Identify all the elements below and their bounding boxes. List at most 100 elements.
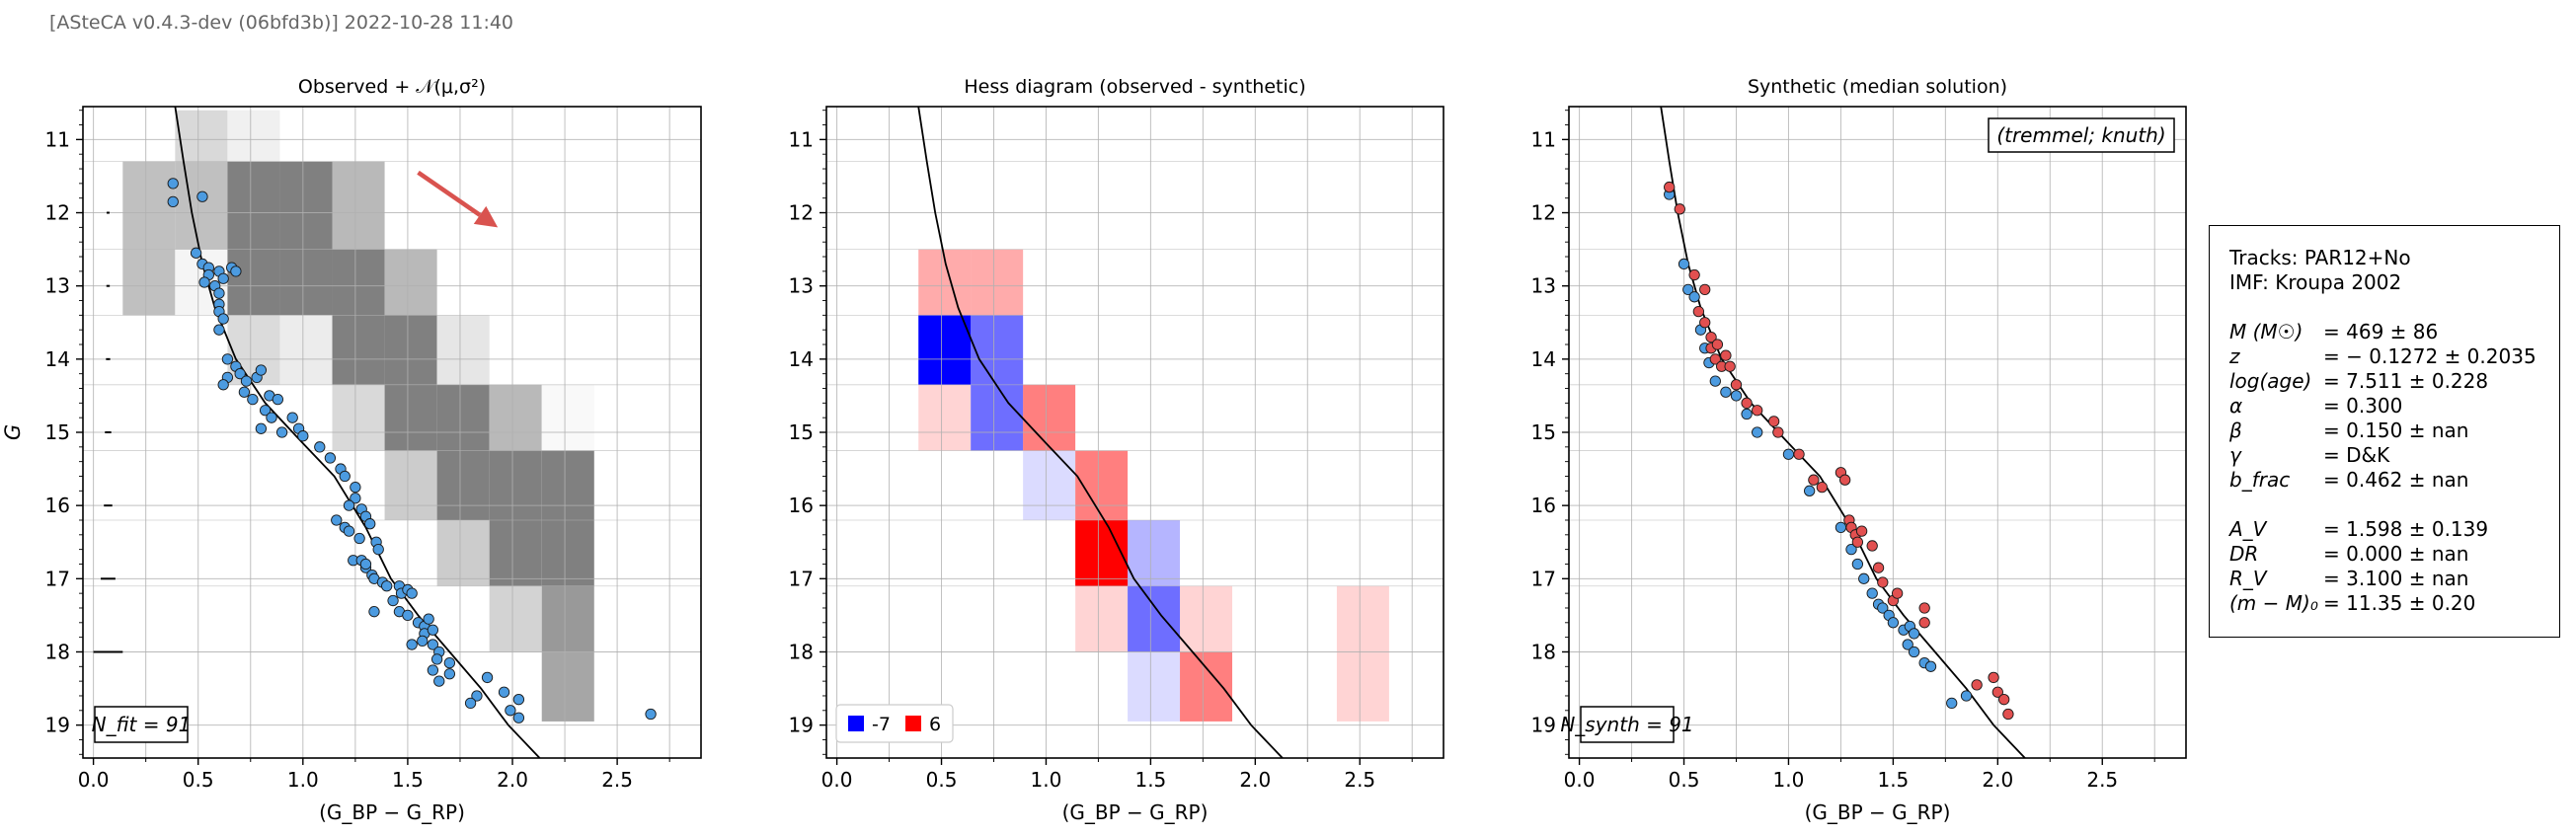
x-tick-label: 0.5 xyxy=(1669,768,1700,792)
hess-cell xyxy=(918,315,972,385)
data-point xyxy=(324,452,337,464)
data-point xyxy=(406,587,418,599)
data-point xyxy=(1741,397,1753,409)
panel-title: Synthetic (median solution) xyxy=(1748,76,2007,98)
data-point xyxy=(240,375,253,387)
hess-cell xyxy=(1336,651,1389,722)
parameter-label: z xyxy=(2229,344,2240,368)
data-point xyxy=(255,422,268,434)
data-point xyxy=(1946,697,1958,710)
data-point xyxy=(331,514,343,526)
density-cell xyxy=(541,384,594,451)
y-tick-label: 13 xyxy=(45,274,70,298)
parameter-label: α xyxy=(2229,394,2243,418)
y-tick-label: 11 xyxy=(789,127,814,151)
extinction-value: = 11.35 ± 0.20 xyxy=(2323,591,2476,615)
data-point xyxy=(213,324,225,336)
data-point xyxy=(1851,558,1864,571)
hess-cell xyxy=(1023,384,1076,451)
legend-label: 6 xyxy=(929,714,941,735)
parameter-row: α = 0.300 xyxy=(2229,394,2559,418)
extinction-value: = 3.100 ± nan xyxy=(2323,567,2469,590)
extinction-label: (m − M)₀ xyxy=(2229,591,2318,615)
data-point xyxy=(645,708,657,721)
data-point xyxy=(1988,671,1999,684)
data-point xyxy=(1664,181,1676,193)
extinction-row: DR = 0.000 ± nan xyxy=(2229,542,2559,567)
parameter-row: log(age) = 7.511 ± 0.228 xyxy=(2229,369,2559,394)
data-point xyxy=(1699,317,1711,329)
density-cell xyxy=(436,450,490,520)
parameter-value: = − 0.1272 ± 0.2035 xyxy=(2323,344,2537,368)
data-point xyxy=(381,580,393,592)
hess-cell xyxy=(918,384,972,451)
panel-title: Hess diagram (observed - synthetic) xyxy=(964,76,1305,98)
density-cell xyxy=(384,450,437,520)
density-cell xyxy=(279,249,333,316)
x-tick-label: 2.5 xyxy=(601,768,633,792)
density-cell xyxy=(541,519,594,586)
data-point xyxy=(266,412,277,423)
hess-cell xyxy=(1023,450,1076,520)
panel-1: 0.0 0.5 1.0 1.5 2.0 2.5 11 12 13 14 15 16 17 18 19 Obse… xyxy=(1,76,702,824)
density-cell xyxy=(436,519,490,586)
extinction-value: = 1.598 ± 0.139 xyxy=(2323,517,2489,541)
hess-cell xyxy=(971,384,1024,451)
density-cell xyxy=(227,110,280,162)
data-point xyxy=(234,368,246,380)
data-point xyxy=(1851,536,1864,548)
density-cell xyxy=(489,585,542,652)
data-point xyxy=(238,386,251,398)
y-tick-label: 15 xyxy=(1531,420,1556,444)
data-point xyxy=(464,697,477,710)
parameter-label: log(age) xyxy=(2229,369,2312,393)
density-cell xyxy=(122,249,176,316)
data-point xyxy=(505,705,516,717)
y-tick-label: 12 xyxy=(1531,201,1556,225)
density-cell xyxy=(541,450,594,520)
y-tick-label: 14 xyxy=(1531,347,1556,371)
data-point xyxy=(1866,587,1878,599)
data-point xyxy=(1877,602,1889,614)
data-point xyxy=(1688,291,1700,303)
x-tick-label: 2.0 xyxy=(1239,768,1271,792)
data-point xyxy=(1674,203,1685,215)
density-cell xyxy=(384,384,437,451)
density-cell xyxy=(436,384,490,451)
data-point xyxy=(1918,602,1930,614)
x-tick-label: 0.0 xyxy=(78,768,110,792)
y-tick-label: 19 xyxy=(1531,714,1556,737)
data-point xyxy=(272,393,283,406)
density-cell xyxy=(332,249,385,316)
y-tick-label: 12 xyxy=(45,201,70,225)
isochrone-line xyxy=(174,107,541,758)
isochrone-line xyxy=(917,107,1284,758)
isochrone-line xyxy=(1660,107,2026,758)
data-point xyxy=(1692,305,1705,318)
data-point xyxy=(359,558,372,571)
data-point xyxy=(1808,474,1820,486)
data-point xyxy=(353,532,365,545)
parameter-value: = 7.511 ± 0.228 xyxy=(2323,369,2489,393)
hess-cell xyxy=(1336,585,1389,652)
parameter-label: β xyxy=(2229,418,2242,442)
data-point xyxy=(1678,258,1690,270)
data-point xyxy=(427,639,439,650)
annotation-box xyxy=(1988,117,2175,153)
data-point xyxy=(1960,690,1973,702)
hess-cell xyxy=(971,249,1024,316)
y-tick-label: 13 xyxy=(789,274,814,298)
data-point xyxy=(286,412,298,423)
data-point xyxy=(1924,660,1937,672)
y-tick-label: 14 xyxy=(789,347,814,371)
data-point xyxy=(512,712,525,723)
data-point xyxy=(1872,562,1885,573)
y-tick-label: 13 xyxy=(1531,274,1556,298)
hess-cell xyxy=(971,315,1024,385)
parameter-value: = 469 ± 86 xyxy=(2323,320,2439,343)
y-tick-label: 11 xyxy=(1531,127,1556,151)
data-point xyxy=(217,272,229,284)
y-tick-label: 12 xyxy=(789,201,814,225)
panel-title: Observed + 𝒩(μ,σ²) xyxy=(298,76,486,98)
density-cell xyxy=(384,249,437,316)
